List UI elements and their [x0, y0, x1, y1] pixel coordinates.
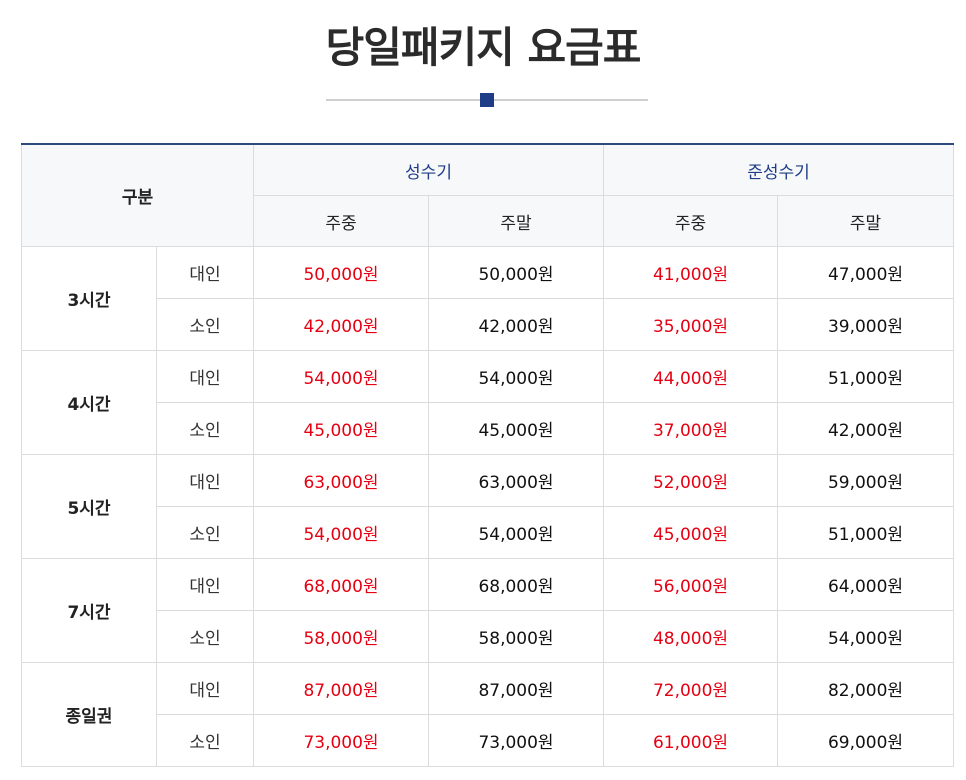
price-cell: 54,000원	[427, 350, 605, 403]
table-row: 소인 54,000원 54,000원 45,000원 51,000원	[22, 506, 955, 559]
header-weekend: 주말	[427, 195, 605, 247]
table-row: 소인 73,000원 73,000원 61,000원 69,000원	[22, 714, 955, 767]
price-cell: 56,000원	[603, 558, 779, 611]
duration-cell: 4시간	[21, 350, 157, 455]
table-row: 소인 45,000원 45,000원 37,000원 42,000원	[22, 402, 955, 455]
ticket-type-cell: 소인	[156, 506, 254, 559]
price-cell: 48,000원	[603, 610, 779, 663]
price-cell: 37,000원	[603, 402, 779, 455]
price-cell: 63,000원	[253, 454, 429, 507]
table-row: 7시간 대인 68,000원 68,000원 56,000원 64,000원	[21, 558, 955, 663]
table-row: 4시간 대인 54,000원 54,000원 44,000원 51,000원	[21, 350, 955, 455]
ticket-type-cell: 대인	[156, 662, 254, 715]
price-cell: 61,000원	[603, 714, 779, 767]
price-cell: 64,000원	[777, 558, 955, 611]
table-row: 소인 58,000원 58,000원 48,000원 54,000원	[22, 610, 955, 663]
price-cell: 42,000원	[777, 402, 955, 455]
header-category: 구분	[21, 143, 254, 247]
duration-cell: 7시간	[21, 558, 157, 663]
price-cell: 35,000원	[603, 298, 779, 351]
price-cell: 87,000원	[427, 662, 605, 715]
duration-cell: 종일권	[21, 662, 157, 767]
price-cell: 54,000원	[777, 610, 955, 663]
ticket-type-cell: 대인	[156, 246, 254, 299]
title-divider-dot	[480, 93, 494, 107]
price-cell: 73,000원	[427, 714, 605, 767]
duration-cell: 5시간	[21, 454, 157, 559]
price-cell: 59,000원	[777, 454, 955, 507]
rate-table: 구분 성수기 준성수기 주중 주말 주중 주말 3시간 대인 50,000원 50,0…	[21, 143, 955, 767]
price-cell: 41,000원	[603, 246, 779, 299]
price-cell: 42,000원	[253, 298, 429, 351]
ticket-type-cell: 대인	[156, 350, 254, 403]
table-row: 5시간 대인 63,000원 63,000원 52,000원 59,000원	[21, 454, 955, 559]
price-cell: 52,000원	[603, 454, 779, 507]
header-weekday: 주중	[253, 195, 429, 247]
price-cell: 87,000원	[253, 662, 429, 715]
price-cell: 54,000원	[253, 506, 429, 559]
price-cell: 82,000원	[777, 662, 955, 715]
ticket-type-cell: 소인	[156, 402, 254, 455]
price-cell: 39,000원	[777, 298, 955, 351]
ticket-type-cell: 대인	[156, 558, 254, 611]
table-row: 종일권 대인 87,000원 87,000원 72,000원 82,000원	[21, 662, 955, 767]
price-cell: 45,000원	[253, 402, 429, 455]
price-cell: 58,000원	[253, 610, 429, 663]
price-cell: 42,000원	[427, 298, 605, 351]
table-row: 소인 42,000원 42,000원 35,000원 39,000원	[22, 298, 955, 351]
price-cell: 54,000원	[427, 506, 605, 559]
price-cell: 69,000원	[777, 714, 955, 767]
price-cell: 50,000원	[427, 246, 605, 299]
page-title: 당일패키지 요금표	[325, 23, 642, 72]
ticket-type-cell: 소인	[156, 714, 254, 767]
price-cell: 72,000원	[603, 662, 779, 715]
price-cell: 45,000원	[603, 506, 779, 559]
price-cell: 63,000원	[427, 454, 605, 507]
table-row: 3시간 대인 50,000원 50,000원 41,000원 47,000원	[21, 246, 955, 351]
ticket-type-cell: 소인	[156, 298, 254, 351]
price-cell: 51,000원	[777, 506, 955, 559]
ticket-type-cell: 대인	[156, 454, 254, 507]
ticket-type-cell: 소인	[156, 610, 254, 663]
price-cell: 50,000원	[253, 246, 429, 299]
price-cell: 44,000원	[603, 350, 779, 403]
duration-cell: 3시간	[21, 246, 157, 351]
price-cell: 47,000원	[777, 246, 955, 299]
price-cell: 58,000원	[427, 610, 605, 663]
price-cell: 45,000원	[427, 402, 605, 455]
price-cell: 54,000원	[253, 350, 429, 403]
header-weekend: 주말	[777, 195, 955, 247]
rate-table-body: 3시간 대인 50,000원 50,000원 41,000원 47,000원 소인 42,00…	[21, 246, 955, 767]
price-cell: 68,000원	[253, 558, 429, 611]
header-weekday: 주중	[603, 195, 779, 247]
header-peak-season: 성수기	[252, 143, 605, 196]
price-cell: 73,000원	[253, 714, 429, 767]
price-cell: 68,000원	[427, 558, 605, 611]
header-semi-peak-season: 준성수기	[603, 143, 955, 196]
price-cell: 51,000원	[777, 350, 955, 403]
